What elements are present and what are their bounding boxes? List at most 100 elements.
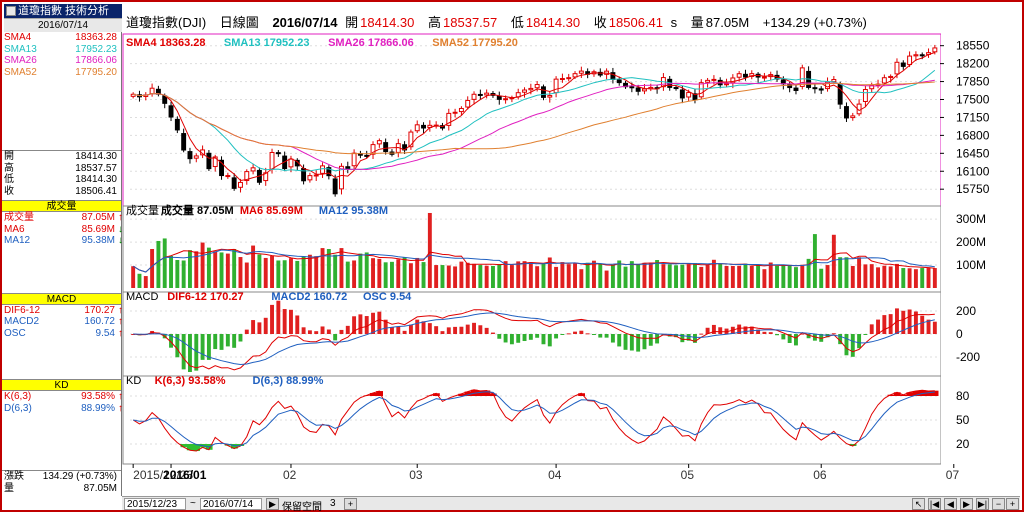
kd-tick-label-2: 20 — [956, 437, 970, 451]
candle-body-79 — [630, 87, 634, 88]
volume-bar-17 — [239, 257, 243, 288]
volume-bar-28 — [308, 255, 312, 288]
macd-osc-bar-66 — [548, 334, 552, 346]
open-value: 18414.30 — [360, 15, 414, 30]
candle-body-63 — [529, 88, 533, 89]
macd-row-2-label: OSC — [4, 328, 26, 340]
candle-body-39 — [377, 141, 381, 144]
volume-bar-103 — [781, 265, 785, 288]
volume-bar-123 — [908, 268, 912, 288]
macd-osc-bar-20 — [257, 322, 261, 334]
volume-bar-106 — [800, 266, 804, 288]
macd-osc-bar-72 — [586, 333, 590, 334]
candle-body-23 — [276, 153, 280, 154]
volume-bar-13 — [213, 251, 217, 288]
candle-body-16 — [232, 178, 236, 189]
vol-row-1-value: 85.69M — [82, 224, 115, 236]
volume-bar-30 — [321, 248, 325, 288]
candle-body-7 — [175, 119, 179, 130]
macd-osc-bar-117 — [870, 324, 874, 334]
macd-osc-bar-45 — [415, 320, 419, 334]
macd-osc-bar-65 — [542, 334, 546, 344]
volume-bar-100 — [762, 269, 766, 288]
kd-legend-1: K(6,3) 93.58% — [155, 375, 226, 387]
volume-bar-68 — [560, 262, 564, 288]
ohlc-row-0-label: 開 — [4, 151, 14, 163]
candle-body-35 — [352, 153, 356, 166]
volume-bar-73 — [592, 261, 596, 288]
candle-body-40 — [384, 143, 388, 152]
candle-body-32 — [333, 179, 337, 194]
volume-bar-116 — [863, 264, 867, 288]
volume-bar-89 — [693, 263, 697, 288]
candle-body-86 — [674, 88, 678, 89]
macd-osc-bar-14 — [220, 334, 224, 350]
macd-row-1-label: MACD2 — [4, 316, 39, 328]
nav-next-icon[interactable]: ▶ — [960, 498, 973, 510]
macd-osc-bar-51 — [453, 327, 457, 334]
macd-osc-bar-16 — [232, 334, 236, 348]
macd-row-0-value: 170.27 — [84, 305, 115, 317]
macd-osc-bar-79 — [630, 334, 634, 351]
analysis-tab[interactable]: 道瓊指數 技術分析 — [4, 4, 122, 18]
nav-last-icon[interactable]: ▶| — [976, 498, 989, 510]
macd-legend-1: DIF6-12 170.27 — [167, 291, 243, 303]
candle-body-112 — [838, 84, 842, 104]
volume-bar-16 — [232, 249, 236, 288]
header: 道瓊指數 技術分析 2016/07/14 道瓊指數(DJI) 日線圖 2016/… — [2, 2, 1020, 32]
macd-osc-bar-17 — [239, 334, 243, 342]
low-value: 18414.30 — [526, 15, 580, 30]
candle-body-120 — [889, 76, 893, 77]
volume-bar-55 — [478, 265, 482, 288]
volume-bar-102 — [775, 266, 779, 288]
keep-space-value[interactable]: 3 — [330, 498, 336, 509]
price-tick-label-3: 17500 — [956, 93, 990, 107]
volume-bar-122 — [901, 268, 905, 288]
volume-bar-81 — [643, 263, 647, 288]
volume-bar-21 — [264, 258, 268, 288]
nav-prev-icon[interactable]: ◀ — [944, 498, 957, 510]
low-label: 低 — [511, 15, 524, 30]
macd-osc-bar-67 — [554, 334, 558, 338]
candle-body-65 — [542, 87, 546, 98]
apply-range-icon[interactable]: ▶ — [266, 498, 279, 510]
volume-bar-112 — [838, 257, 842, 288]
keep-space-up-icon[interactable]: + — [344, 498, 357, 510]
candle-body-94 — [725, 84, 729, 85]
volume-bar-104 — [788, 265, 792, 288]
candle-body-12 — [207, 153, 211, 168]
macd-osc-bar-77 — [617, 334, 621, 346]
macd-osc-bar-78 — [624, 334, 628, 350]
macd-osc-bar-21 — [264, 318, 268, 334]
price-tick-label-2: 17850 — [956, 75, 990, 89]
candle-body-119 — [882, 78, 886, 83]
cursor-icon[interactable]: ↖ — [912, 498, 925, 510]
candle-body-111 — [832, 80, 836, 82]
macd-tick-label-2: -200 — [956, 350, 980, 364]
zoom-out-icon[interactable]: − — [992, 498, 1005, 510]
volume-bar-110 — [826, 265, 830, 288]
volume-bar-36 — [358, 254, 362, 288]
change-value: +134.29 (+0.73%) — [763, 15, 867, 30]
volume-bar-40 — [384, 262, 388, 288]
ohlc-row-2-value: 18414.30 — [75, 174, 117, 186]
candle-body-81 — [643, 89, 647, 91]
range-from[interactable]: 2015/12/23 — [124, 498, 186, 510]
volume-bar-53 — [466, 263, 470, 288]
macd-osc-bar-118 — [876, 320, 880, 334]
candle-body-45 — [415, 125, 419, 131]
volume-bar-63 — [529, 262, 533, 288]
range-to[interactable]: 2016/07/14 — [200, 498, 262, 510]
zoom-in-icon[interactable]: + — [1006, 498, 1019, 510]
volume-bar-48 — [434, 265, 438, 288]
macd-osc-bar-59 — [504, 334, 508, 342]
nav-first-icon[interactable]: |◀ — [928, 498, 941, 510]
volume-bar-76 — [611, 265, 615, 288]
